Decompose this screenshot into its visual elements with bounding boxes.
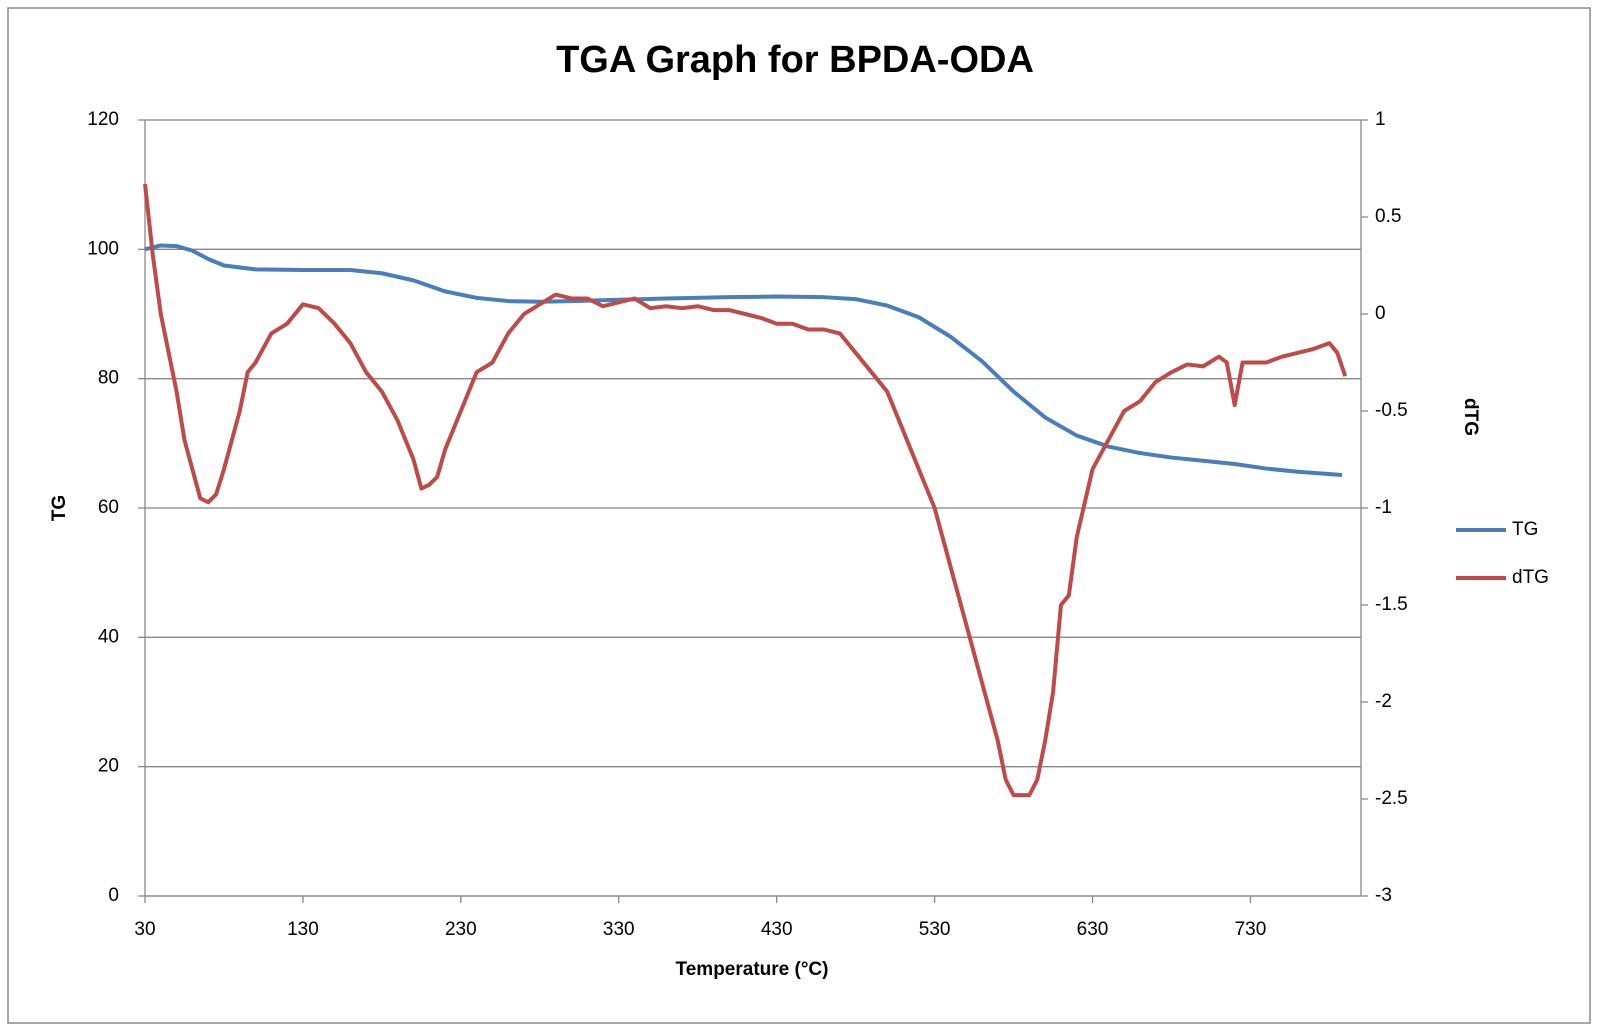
y2-tick-label: 1 — [1375, 109, 1386, 130]
y2-tick-label: -1.5 — [1375, 594, 1408, 615]
y2-tick-label: -3 — [1375, 885, 1392, 906]
y2-tick-label: -1 — [1375, 497, 1392, 518]
x-tick-label: 730 — [1235, 919, 1267, 940]
chart-border — [7, 7, 1591, 1024]
y-tick-label: 120 — [87, 109, 119, 130]
x-tick-label: 130 — [287, 919, 319, 940]
series-line — [144, 243, 1343, 478]
y-tick-label: 40 — [98, 626, 119, 647]
series-line — [143, 183, 1348, 798]
y-tick-label: 20 — [98, 756, 119, 777]
y2-tick-label: 0 — [1375, 303, 1386, 324]
y2-tick-label: 0.5 — [1375, 206, 1401, 227]
y2-tick-label: -0.5 — [1375, 400, 1408, 421]
y-axis-title: TG — [49, 495, 70, 521]
x-axis-title: Temperature (°C) — [676, 959, 829, 980]
y2-axis-title: dTG — [1460, 398, 1481, 436]
x-tick-label: 430 — [761, 919, 793, 940]
x-tick-label: 330 — [603, 919, 635, 940]
y-tick-label: 80 — [98, 368, 119, 389]
x-tick-label: 530 — [919, 919, 951, 940]
y-tick-label: 0 — [108, 885, 119, 906]
x-tick-label: 630 — [1077, 919, 1109, 940]
y2-tick-label: -2 — [1375, 691, 1392, 712]
y2-tick-label: -2.5 — [1375, 788, 1408, 809]
x-tick-label: 30 — [134, 919, 155, 940]
x-tick-label: 230 — [445, 919, 477, 940]
legend-label: TG — [1512, 519, 1538, 540]
chart-title: TGA Graph for BPDA-ODA — [556, 39, 1034, 81]
legend-label: dTG — [1512, 567, 1549, 588]
y-tick-label: 100 — [87, 238, 119, 259]
y-tick-label: 60 — [98, 497, 119, 518]
